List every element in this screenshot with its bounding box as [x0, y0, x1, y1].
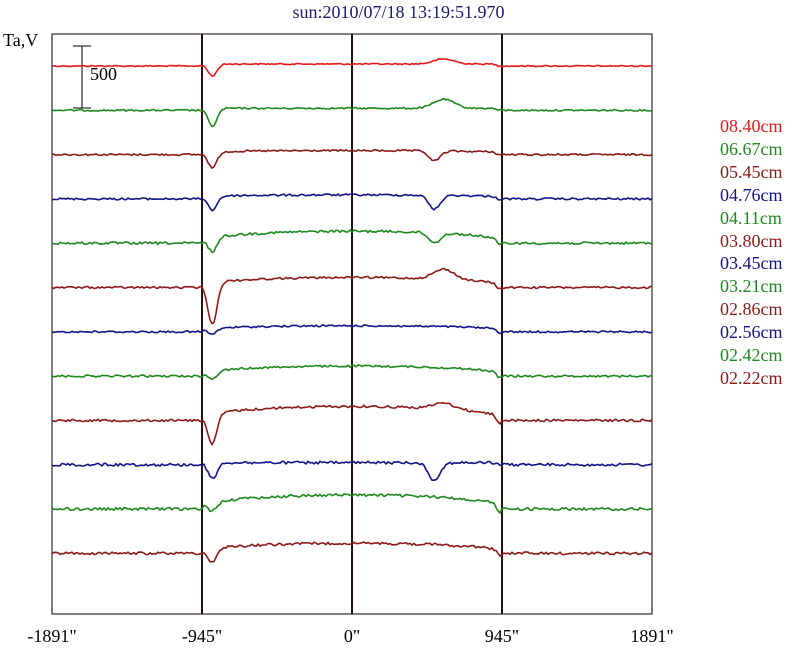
- legend-entry-2: 05.45cm: [720, 161, 783, 182]
- series-line-4: [51, 229, 653, 254]
- series-line-0: [51, 58, 653, 77]
- series-line-5: [51, 267, 653, 325]
- legend-entry-7: 03.21cm: [720, 276, 783, 297]
- series-line-11: [51, 541, 653, 563]
- legend: 08.40cm 06.67cm 05.45cm 04.76cm 04.11cm 03.80…: [720, 115, 783, 390]
- chart-title: sun:2010/07/18 13:19:51.970: [292, 2, 505, 22]
- x-tick-label-0: -1891": [27, 626, 77, 646]
- legend-entry-1: 06.67cm: [720, 138, 783, 159]
- scale-bar-label: 500: [90, 64, 117, 84]
- legend-entry-11: 02.22cm: [720, 367, 783, 388]
- x-tick-label-4: 1891": [630, 626, 674, 646]
- x-tick-label-1: -945": [181, 626, 223, 646]
- series-line-7: [51, 364, 653, 381]
- legend-entry-5: 03.80cm: [720, 230, 783, 251]
- legend-entry-4: 04.11cm: [720, 207, 782, 228]
- legend-entry-3: 04.76cm: [720, 184, 783, 205]
- series-line-6: [51, 324, 653, 335]
- series-line-10: [51, 492, 653, 514]
- legend-entry-10: 02.42cm: [720, 345, 783, 366]
- x-tick-label-2: 0": [343, 626, 361, 646]
- x-tick-label-3: 945": [484, 626, 520, 646]
- series-line-1: [51, 97, 653, 128]
- legend-entry-8: 02.86cm: [720, 299, 783, 320]
- legend-entry-0: 08.40cm: [720, 116, 783, 136]
- legend-entry-6: 03.45cm: [720, 253, 783, 274]
- legend-entry-9: 02.56cm: [720, 322, 783, 343]
- y-axis-label: Ta,V: [3, 30, 39, 50]
- series-line-8: [51, 402, 653, 446]
- series-line-3: [51, 193, 653, 212]
- series-line-9: [51, 460, 653, 482]
- series-line-2: [51, 148, 653, 169]
